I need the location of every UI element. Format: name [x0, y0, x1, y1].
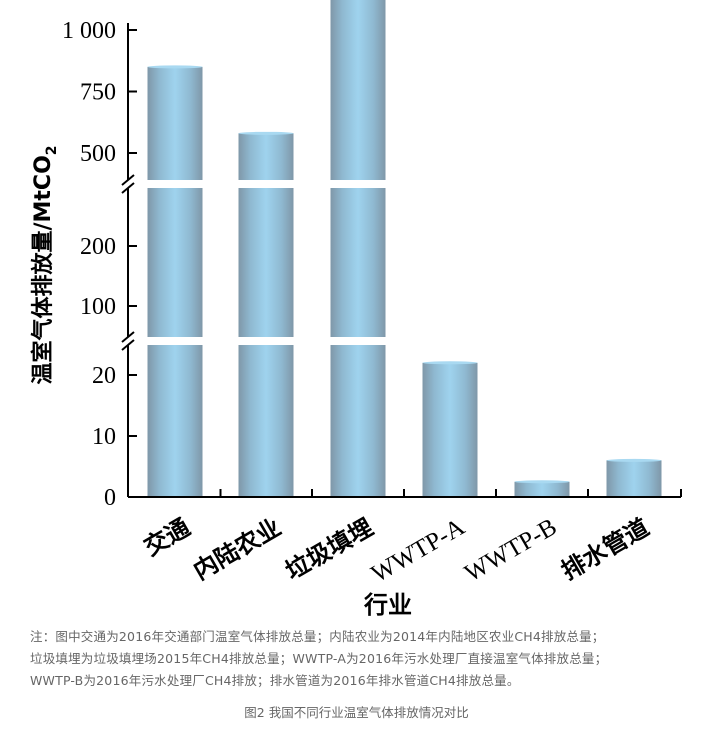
x-tick-label: 垃圾填埋 — [281, 513, 378, 585]
y-tick-label: 10 — [92, 424, 116, 450]
axis-break-mark-1-0 — [121, 182, 135, 194]
x-tick-label: WWTP-A — [367, 513, 469, 588]
bar-0 — [147, 66, 203, 498]
y-tick-labels: 0 10 20 100 200 500 750 1 000 — [62, 18, 116, 511]
bar-top-1 — [238, 131, 294, 135]
note-line: WWTP-B为2016年污水处理厂CH4排放；排水管道为2016年排水管道CH4… — [30, 673, 520, 688]
bar-5 — [606, 460, 662, 497]
axis-break-gap-0 — [134, 337, 687, 345]
figure-caption: 图2 我国不同行业温室气体排放情况对比 — [244, 705, 469, 720]
bar-top-0 — [147, 65, 203, 69]
note-line: 垃圾填埋为垃圾填埋场2015年CH4排放总量；WWTP-A为2016年污水处理厂… — [30, 651, 608, 666]
chart: 0 10 20 100 200 500 750 1 000 交通内陆农业垃圾填埋WWTP-AW… — [30, 0, 687, 619]
y-tick-label: 20 — [92, 363, 116, 389]
y-tick-label: 1 000 — [62, 18, 116, 44]
axis-break-mark-1-1 — [121, 174, 135, 186]
y-tick-label: 750 — [80, 80, 116, 106]
y-tick-label: 0 — [104, 485, 116, 511]
bar-top-5 — [606, 458, 662, 462]
x-tick-label: 交通 — [139, 513, 195, 561]
y-axis-title: 温室气体排放量/MtCO2 — [30, 145, 60, 384]
x-tick-label: 排水管道 — [557, 513, 654, 585]
y-axis-title-subscript: 2 — [44, 145, 60, 155]
y-tick-label: 200 — [80, 234, 116, 260]
note-line: 注：图中交通为2016年交通部门温室气体排放总量；内陆农业为2014年内陆地区农… — [30, 629, 605, 644]
bar-top-3 — [422, 361, 478, 365]
bar-3 — [422, 362, 478, 497]
bars-group — [134, 0, 687, 498]
bar-1 — [238, 133, 294, 497]
axis-break-mark-0-1 — [121, 331, 135, 343]
axes-group — [121, 23, 682, 498]
y-tick-label: 100 — [80, 294, 116, 320]
axis-break-mark-0-0 — [121, 339, 135, 351]
bar-4 — [514, 481, 570, 497]
y-axis-title-main: 温室气体排放量/MtCO — [30, 155, 56, 384]
y-tick-label: 500 — [80, 141, 116, 167]
x-tick-label: 内陆农业 — [189, 513, 286, 585]
axis-break-gap-1 — [134, 180, 687, 188]
x-tick-label: WWTP-B — [460, 513, 561, 587]
x-axis-title: 行业 — [363, 591, 412, 619]
bar-top-4 — [514, 480, 570, 484]
chart-notes: 注：图中交通为2016年交通部门温室气体排放总量；内陆农业为2014年内陆地区农… — [30, 626, 690, 692]
bar-2 — [330, 0, 386, 497]
